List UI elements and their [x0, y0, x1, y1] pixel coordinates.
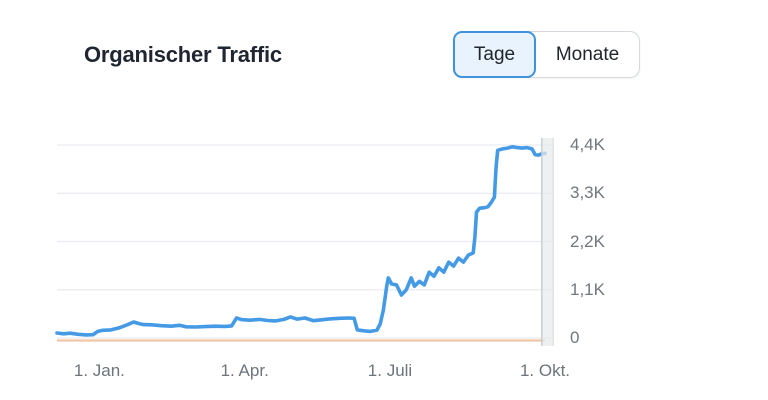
toggle-days-button[interactable]: Tage: [453, 31, 536, 78]
period-toggle: Tage Monate: [453, 31, 640, 78]
y-axis-tick-label: 0: [570, 328, 580, 347]
y-axis-tick-label: 2,2K: [570, 231, 605, 251]
organic-traffic-line: [55, 145, 547, 337]
toggle-months-button[interactable]: Monate: [536, 32, 639, 77]
x-axis-tick-label: 1. Okt.: [519, 361, 571, 380]
x-axis-tick-label: 1. Apr.: [220, 361, 269, 380]
widget-title: Organischer Traffic: [84, 42, 282, 67]
y-axis-tick-label: 3,3K: [570, 183, 605, 203]
x-axis-tick-label: 1. Jan.: [73, 361, 125, 380]
y-axis-tick-label: 4,4K: [570, 135, 605, 154]
current-period-highlight: [541, 138, 554, 346]
y-axis-tick-label: 1,1K: [570, 279, 605, 299]
x-axis-tick-label: 1. Juli: [367, 361, 413, 380]
